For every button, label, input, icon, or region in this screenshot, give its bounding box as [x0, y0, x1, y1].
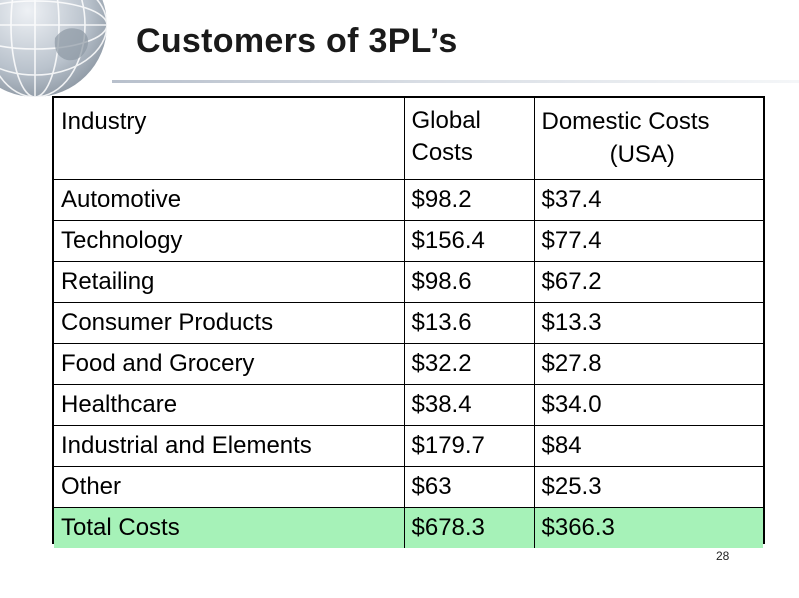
cell-global: $32.2 [403, 343, 534, 385]
table-row: Industrial and Elements $179.7 $84 [54, 425, 763, 467]
cell-industry: Technology [54, 220, 404, 262]
cell-industry: Retailing [54, 261, 404, 303]
cell-domestic: $27.8 [533, 343, 763, 385]
table-row: Healthcare $38.4 $34.0 [54, 384, 763, 426]
cell-industry: Industrial and Elements [54, 425, 404, 467]
cell-global: $98.6 [403, 261, 534, 303]
table-row: Automotive $98.2 $37.4 [54, 179, 763, 221]
header-domestic-line1: Domestic Costs [541, 108, 710, 135]
costs-table: Industry Global Costs Domestic Costs (US… [52, 96, 765, 548]
cell-global: $38.4 [403, 384, 534, 426]
table-total-row: Total Costs $678.3 $366.3 [54, 507, 763, 548]
globe-icon [0, 0, 108, 98]
cell-domestic: $77.4 [533, 220, 763, 262]
cell-global: $156.4 [403, 220, 534, 262]
cell-industry: Food and Grocery [54, 343, 404, 385]
header-domestic-line2: (USA) [609, 141, 675, 168]
page-number: 28 [716, 549, 730, 563]
cell-total-domestic: $366.3 [533, 507, 763, 548]
header-domestic-costs: Domestic Costs (USA) [533, 98, 763, 180]
cell-industry: Automotive [61, 186, 182, 213]
table-row: Food and Grocery $32.2 $27.8 [54, 343, 763, 385]
cell-domestic: $13.3 [533, 302, 763, 344]
cell-global: $179.7 [403, 425, 534, 467]
table-row: Technology $156.4 $77.4 [54, 220, 763, 262]
header-global-costs: Global Costs [403, 98, 534, 180]
cell-industry: Healthcare [54, 384, 404, 426]
cell-domestic: $34.0 [533, 384, 763, 426]
cell-global: $98.2 [403, 179, 534, 221]
cell-industry: Other [54, 466, 404, 508]
cell-global: $13.6 [403, 302, 534, 344]
table-row: Retailing $98.6 $67.2 [54, 261, 763, 303]
cell-domestic: $67.2 [533, 261, 763, 303]
table-row: Consumer Products $13.6 $13.3 [54, 302, 763, 344]
cell-total-global: $678.3 [403, 507, 534, 548]
table-row: Other $63 $25.3 [54, 466, 763, 508]
cell-industry: Consumer Products [54, 302, 404, 344]
slide-title: Customers of 3PL’s [136, 22, 458, 60]
header-industry: Industry [61, 108, 147, 135]
cell-domestic: $37.4 [533, 179, 763, 221]
title-underline [112, 80, 799, 83]
cell-global: $63 [403, 466, 534, 508]
table-header-row: Industry Global Costs Domestic Costs (US… [54, 98, 763, 180]
cell-domestic: $25.3 [533, 466, 763, 508]
cell-domestic: $84 [533, 425, 763, 467]
cell-total-label: Total Costs [54, 507, 404, 548]
